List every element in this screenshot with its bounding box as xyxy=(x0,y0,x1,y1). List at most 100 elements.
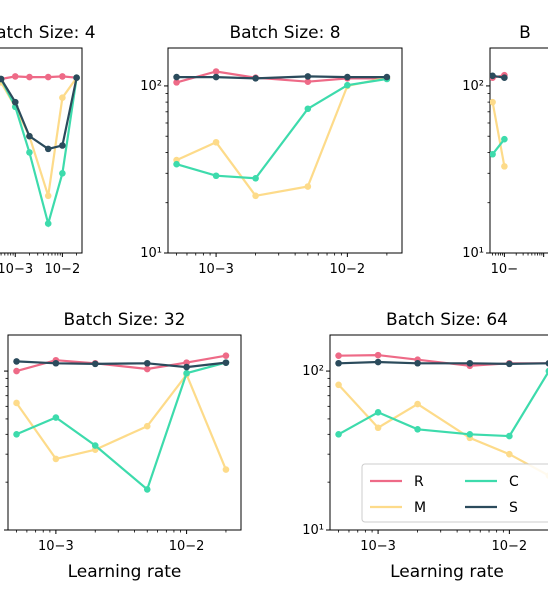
axes-frame xyxy=(329,334,548,531)
x-tick-label: 10−3 xyxy=(198,262,234,277)
data-point-R xyxy=(13,367,20,375)
data-point-M xyxy=(506,450,513,458)
x-tick-label: 10− xyxy=(491,262,518,277)
series-line-C xyxy=(338,370,548,438)
data-point-M xyxy=(501,163,508,170)
data-point-C xyxy=(183,369,190,377)
data-point-C xyxy=(212,172,220,180)
data-point-R xyxy=(173,79,180,86)
data-point-R xyxy=(26,73,33,81)
data-point-R xyxy=(374,351,382,359)
data-point-C xyxy=(304,105,312,113)
data-point-M xyxy=(143,422,151,430)
data-point-M xyxy=(52,455,60,463)
data-point-S xyxy=(0,75,5,83)
series-line-S xyxy=(0,77,78,151)
data-point-C xyxy=(44,220,52,227)
plot-area xyxy=(335,351,548,479)
data-point-M xyxy=(59,94,66,102)
plot-area xyxy=(13,352,230,493)
data-point-S xyxy=(11,98,19,106)
data-point-S xyxy=(383,73,391,81)
data-point-S xyxy=(490,72,496,80)
data-point-S xyxy=(91,360,99,368)
data-point-S xyxy=(335,359,342,367)
data-point-S xyxy=(52,359,60,367)
data-point-S xyxy=(466,359,474,367)
data-point-S xyxy=(545,360,548,367)
axes-frame xyxy=(167,47,403,254)
series-line-M xyxy=(491,101,506,167)
y-tick-label: 10² xyxy=(302,364,324,379)
data-point-C xyxy=(374,409,382,416)
data-point-C xyxy=(490,150,496,158)
figure: Batch Size: 4 10−3 10−2 Batch Size: 8 10¹ 10²… xyxy=(0,23,548,582)
data-point-M xyxy=(44,192,52,200)
series-line-C xyxy=(176,77,388,180)
y-tick-label: 10¹ xyxy=(302,523,324,538)
x-tick-label: 10−2 xyxy=(492,539,528,554)
subplot-title: Batch Size: 8 xyxy=(229,23,340,43)
legend-box xyxy=(361,463,548,523)
y-tick-label: 10¹ xyxy=(462,246,484,261)
subplot-title: Batch Size: 4 xyxy=(0,23,96,43)
data-point-M xyxy=(335,381,342,389)
series-line-C xyxy=(16,361,227,492)
data-point-M xyxy=(222,466,230,473)
data-point-M xyxy=(374,424,382,432)
data-point-C xyxy=(143,486,151,493)
data-point-S xyxy=(506,360,513,368)
data-point-C xyxy=(335,431,342,438)
x-axis-label: Learning rate xyxy=(68,562,182,582)
series-line-C xyxy=(0,77,78,228)
data-point-C xyxy=(545,367,548,375)
data-point-S xyxy=(501,74,508,82)
legend-label-C: C xyxy=(509,474,519,490)
series-line-S xyxy=(338,360,548,366)
data-point-C xyxy=(414,426,421,433)
data-point-R xyxy=(222,352,230,359)
data-point-C xyxy=(59,169,66,177)
axes-frame xyxy=(7,334,242,531)
data-point-C xyxy=(91,442,99,449)
subplot-2: Batch Size: 8 10¹ 10² 10−3 10−2 xyxy=(140,23,403,277)
data-point-M xyxy=(212,138,220,146)
data-point-S xyxy=(183,363,190,371)
data-point-M xyxy=(490,98,496,106)
data-point-M xyxy=(13,399,20,407)
series-line-M xyxy=(15,372,227,471)
data-point-C xyxy=(173,160,180,168)
legend-label-M: M xyxy=(414,500,426,516)
axes-frame xyxy=(0,47,83,254)
data-point-S xyxy=(26,132,33,140)
data-point-R xyxy=(212,68,220,75)
data-point-R xyxy=(44,73,52,81)
subplot-title: Batch Size: 32 xyxy=(64,310,186,330)
x-tick-label: 10−3 xyxy=(360,539,396,554)
x-tick-label: 10−2 xyxy=(330,262,366,277)
series-line-M xyxy=(176,76,388,198)
data-point-S xyxy=(143,359,151,367)
data-point-S xyxy=(44,145,52,153)
y-tick-label: 10² xyxy=(140,79,162,94)
data-point-S xyxy=(173,73,180,81)
data-point-C xyxy=(466,431,474,438)
data-point-S xyxy=(73,74,80,82)
data-point-C xyxy=(26,149,33,156)
plot-area xyxy=(0,73,80,228)
x-tick-label: 10−3 xyxy=(0,262,33,277)
data-point-S xyxy=(344,73,351,81)
data-point-M xyxy=(304,183,312,190)
series-line-M xyxy=(337,384,548,477)
subplot-1: Batch Size: 4 10−3 10−2 xyxy=(0,23,96,277)
data-point-C xyxy=(13,431,20,438)
data-point-C xyxy=(252,174,259,182)
y-tick-label: 10² xyxy=(462,79,484,94)
plot-area xyxy=(490,71,508,170)
series-line-S xyxy=(16,360,227,369)
data-point-S xyxy=(304,73,312,80)
data-point-S xyxy=(59,142,66,149)
data-point-C xyxy=(52,414,60,421)
data-point-S xyxy=(374,358,382,366)
